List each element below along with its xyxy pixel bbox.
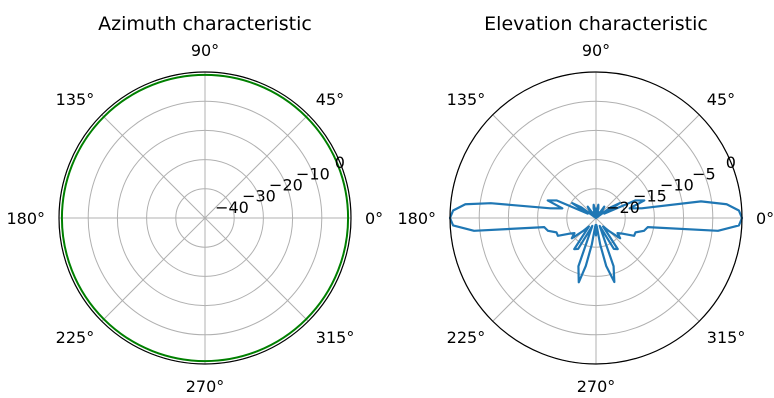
azimuth-angle-tick-label: 45° xyxy=(316,90,344,109)
azimuth-angular-gridline xyxy=(204,217,309,322)
azimuth-angle-tick-label: 135° xyxy=(56,90,95,109)
elevation-angle-tick-label: 90° xyxy=(582,41,610,60)
elevation-angular-gridline xyxy=(595,114,700,219)
elevation-radial-tick-label: −10 xyxy=(660,175,694,194)
azimuth-angle-tick-label: 315° xyxy=(316,328,355,347)
elevation-angle-tick-label: 135° xyxy=(447,90,486,109)
azimuth-angular-gridline xyxy=(204,114,309,219)
elevation-chart-title: Elevation characteristic xyxy=(484,13,708,35)
elevation-polar-frame xyxy=(449,71,743,365)
azimuth-radial-tick-label: −30 xyxy=(242,187,276,206)
azimuth-radial-tick-label: −40 xyxy=(215,198,249,217)
azimuth-angle-tick-label: 180° xyxy=(6,209,45,228)
elevation-radial-tick-label: −20 xyxy=(606,198,640,217)
elevation-angular-gridline xyxy=(595,217,700,322)
azimuth-radial-tick-label: −20 xyxy=(269,175,303,194)
elevation-angle-tick-label: 315° xyxy=(707,328,746,347)
azimuth-radial-tick-label: 0 xyxy=(335,153,345,172)
elevation-radial-tick-label: 0 xyxy=(726,153,736,172)
azimuth-angle-tick-label: 90° xyxy=(191,41,219,60)
azimuth-polar-frame xyxy=(58,71,352,365)
azimuth-angular-gridline xyxy=(101,217,206,322)
azimuth-angle-tick-label: 0° xyxy=(365,209,383,228)
azimuth-angle-tick-label: 270° xyxy=(186,377,225,396)
elevation-angle-tick-label: 270° xyxy=(577,377,616,396)
azimuth-polar-plot: Azimuth characteristic 0° 45° 90° 135° 180° 2… xyxy=(6,13,383,396)
elevation-polar-plot: Elevation characteristic 0° 45° 90° 135° 180… xyxy=(397,13,774,396)
elevation-angular-gridline xyxy=(492,217,597,322)
elevation-angle-tick-label: 0° xyxy=(756,209,774,228)
elevation-angle-tick-label: 225° xyxy=(447,328,486,347)
azimuth-series-line xyxy=(60,73,350,363)
elevation-radial-tick-label: −5 xyxy=(692,164,716,183)
elevation-angle-tick-label: 45° xyxy=(707,90,735,109)
elevation-radial-tick-label: −15 xyxy=(633,187,667,206)
azimuth-angle-tick-label: 225° xyxy=(56,328,95,347)
elevation-angular-gridline xyxy=(492,114,597,219)
azimuth-radial-tick-label: −10 xyxy=(296,164,330,183)
azimuth-chart-title: Azimuth characteristic xyxy=(98,13,312,35)
azimuth-angular-gridline xyxy=(101,114,206,219)
elevation-angle-tick-label: 180° xyxy=(397,209,436,228)
